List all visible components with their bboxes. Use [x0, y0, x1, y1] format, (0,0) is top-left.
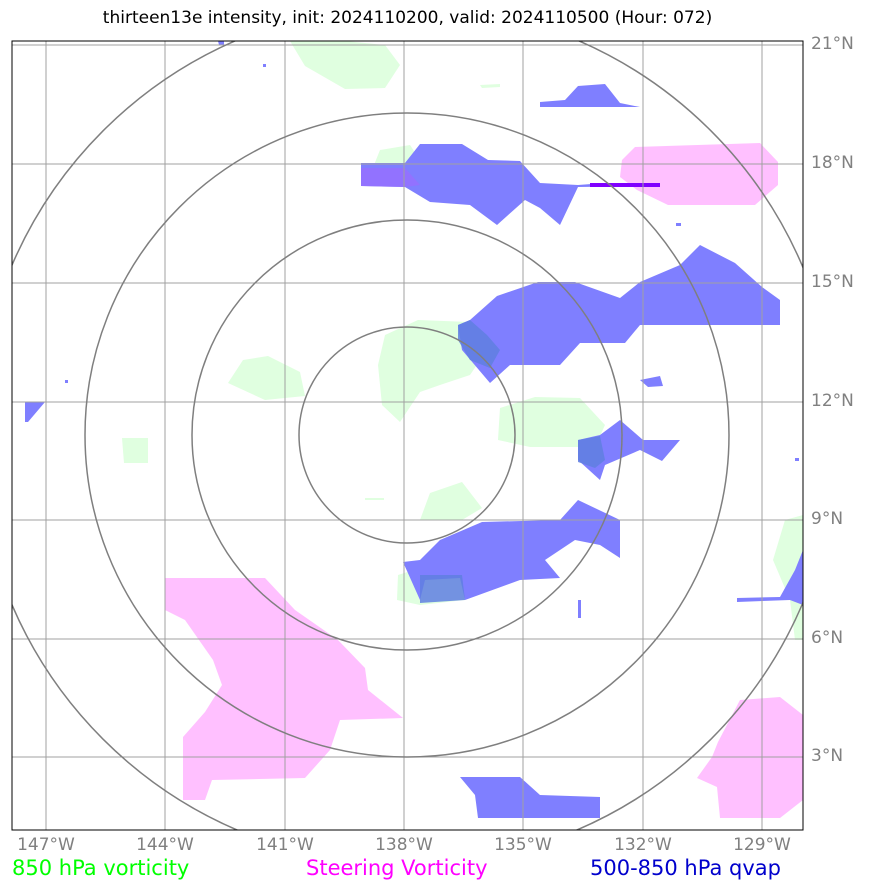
lat-label-6n: 6°N: [811, 628, 844, 648]
lon-label-147w: 147°W: [17, 835, 75, 855]
vorticity-area: [480, 84, 500, 88]
steering-area: [620, 143, 778, 205]
vorticity-area: [228, 356, 305, 400]
ring-second: [191, 219, 623, 651]
lon-label-144w: 144°W: [136, 835, 194, 855]
map-title: thirteen13e intensity, init: 2024110200,…: [102, 8, 713, 28]
lat-label-18n: 18°N: [811, 153, 854, 173]
lat-label-9n: 9°N: [811, 509, 844, 529]
overlap-area: [458, 320, 500, 368]
qvap-area: [25, 402, 45, 422]
lon-label-129w: 129°W: [733, 835, 791, 855]
vorticity-area: [122, 438, 148, 463]
overlap-area: [578, 436, 605, 468]
qvap-area: [578, 600, 581, 618]
steering-area: [165, 578, 403, 800]
qvap-area: [460, 777, 600, 818]
lon-label-132w: 132°W: [614, 835, 672, 855]
legend-steering-vorticity: Steering Vorticity: [306, 856, 488, 880]
overlap-layer: [420, 320, 605, 603]
legend-qvap: 500-850 hPa qvap: [590, 856, 781, 880]
qvap-area: [578, 420, 680, 480]
qvap-area: [737, 550, 803, 605]
lat-label-21n: 21°N: [811, 34, 854, 54]
lon-label-141w: 141°W: [256, 835, 314, 855]
vorticity-layer: [122, 41, 803, 640]
vorticity-area: [498, 397, 605, 447]
steering-layer: [165, 143, 803, 818]
vorticity-area: [365, 498, 384, 500]
lat-label-3n: 3°N: [811, 746, 844, 766]
ring-outer: [12, 41, 803, 830]
qvap-area: [458, 245, 780, 383]
distance-rings: [12, 41, 803, 830]
ring-third: [84, 112, 730, 758]
qvap-area: [676, 223, 681, 226]
lon-label-135w: 135°W: [494, 835, 552, 855]
overlap-area: [361, 168, 420, 187]
vorticity-area: [290, 41, 400, 89]
qvap-area: [540, 84, 640, 107]
vorticity-area: [378, 320, 487, 422]
lon-label-138w: 138°W: [375, 835, 433, 855]
lat-label-12n: 12°N: [811, 391, 854, 411]
qvap-area: [65, 380, 68, 383]
grid: [12, 41, 803, 830]
qvap-area: [263, 64, 266, 67]
vorticity-area: [420, 482, 482, 520]
lat-label-15n: 15°N: [811, 272, 854, 292]
overlap-area: [420, 575, 465, 603]
qvap-area: [218, 41, 224, 45]
qvap-area: [640, 376, 663, 387]
legend-850-vorticity: 850 hPa vorticity: [12, 856, 190, 880]
qvap-area: [795, 458, 799, 461]
plot-frame: [11, 40, 804, 831]
ring-inner: [298, 326, 516, 544]
overlap-area: [590, 183, 660, 187]
vorticity-area: [773, 515, 803, 640]
